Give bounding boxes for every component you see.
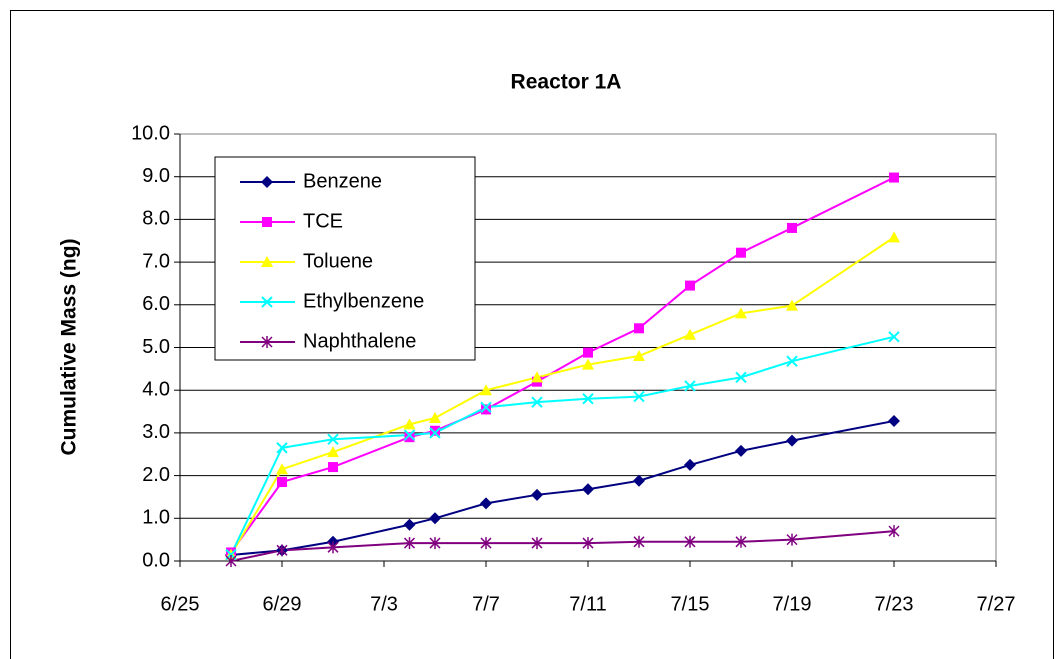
data-point — [429, 512, 441, 525]
data-point — [633, 474, 645, 487]
data-point — [888, 525, 900, 538]
y-tick-label: 10.0 — [131, 122, 170, 144]
legend-label: Naphthalene — [303, 330, 416, 352]
data-point — [787, 222, 797, 233]
legend-marker — [261, 296, 273, 308]
x-tick-label: 6/29 — [263, 593, 302, 615]
data-point — [531, 537, 543, 550]
y-tick-label: 4.0 — [142, 378, 170, 400]
legend-label: Benzene — [303, 170, 382, 192]
legend-marker — [261, 176, 273, 188]
data-point — [404, 432, 415, 443]
data-point — [480, 384, 492, 396]
data-point — [328, 462, 338, 473]
legend-label: TCE — [303, 210, 343, 232]
y-tick-label: 9.0 — [142, 165, 170, 187]
legend-marker — [261, 336, 273, 348]
data-point — [888, 231, 900, 243]
y-tick-label: 5.0 — [142, 336, 170, 358]
x-tick-label: 7/11 — [569, 593, 606, 615]
data-point — [327, 541, 339, 554]
data-point — [889, 172, 899, 183]
data-point — [735, 444, 747, 457]
data-point — [531, 396, 543, 408]
data-point — [430, 425, 440, 436]
data-point — [582, 393, 594, 405]
x-tick-label: 7/7 — [472, 593, 500, 615]
x-tick-label: 7/27 — [977, 593, 1016, 615]
y-tick-label: 1.0 — [142, 507, 170, 529]
data-point — [276, 463, 288, 475]
x-tick-label: 6/25 — [161, 593, 200, 615]
data-point — [480, 497, 492, 510]
legend-marker — [261, 256, 273, 267]
data-point — [634, 323, 644, 334]
data-point — [633, 390, 645, 403]
x-tick-label: 7/3 — [370, 593, 398, 615]
y-tick-label: 6.0 — [142, 293, 170, 315]
data-point — [582, 358, 594, 370]
y-tick-label: 2.0 — [142, 464, 170, 486]
data-point — [403, 418, 416, 430]
chart-title: Reactor 1A — [511, 71, 622, 94]
y-tick-label: 3.0 — [142, 421, 170, 443]
data-point — [277, 477, 287, 488]
y-tick-label: 7.0 — [142, 250, 170, 272]
data-point — [327, 433, 339, 446]
data-point — [403, 429, 416, 441]
legend-box — [214, 156, 476, 361]
data-point — [786, 533, 798, 546]
y-tick-label: 0.0 — [142, 549, 170, 571]
data-point — [429, 411, 441, 423]
data-point — [633, 350, 645, 362]
data-point — [276, 442, 288, 454]
data-point — [582, 483, 594, 496]
data-point — [786, 434, 798, 447]
legend-label: Ethylbenzene — [303, 290, 424, 312]
chart-border — [10, 10, 1054, 659]
data-point — [684, 458, 696, 471]
data-point — [531, 371, 543, 383]
legend-marker — [262, 217, 272, 227]
data-point — [480, 537, 492, 550]
data-point — [735, 307, 747, 319]
x-tick-label: 7/23 — [875, 593, 914, 615]
data-point — [735, 371, 747, 384]
data-point — [582, 537, 594, 550]
legend-label: Toluene — [303, 250, 373, 272]
data-point — [583, 347, 593, 358]
data-point — [531, 488, 543, 501]
x-tick-label: 7/15 — [671, 593, 710, 615]
data-point — [684, 328, 696, 340]
data-point — [786, 355, 798, 367]
y-tick-label: 8.0 — [142, 208, 170, 230]
data-point — [480, 401, 492, 413]
data-point — [633, 535, 645, 548]
data-point — [685, 280, 695, 291]
x-tick-label: 7/19 — [773, 593, 812, 615]
data-point — [429, 427, 441, 439]
data-point — [786, 299, 798, 311]
data-point — [736, 247, 746, 258]
data-point — [327, 446, 339, 458]
y-axis-label: Cumulative Mass (ng) — [58, 238, 81, 455]
data-point — [684, 535, 696, 548]
data-point — [481, 404, 491, 415]
data-point — [276, 544, 288, 557]
data-point — [403, 518, 416, 531]
data-point — [684, 380, 696, 392]
data-point — [403, 537, 416, 550]
data-point — [225, 555, 237, 567]
data-point — [429, 537, 441, 550]
data-point — [735, 535, 747, 548]
data-point — [888, 331, 900, 343]
data-point — [888, 414, 900, 427]
